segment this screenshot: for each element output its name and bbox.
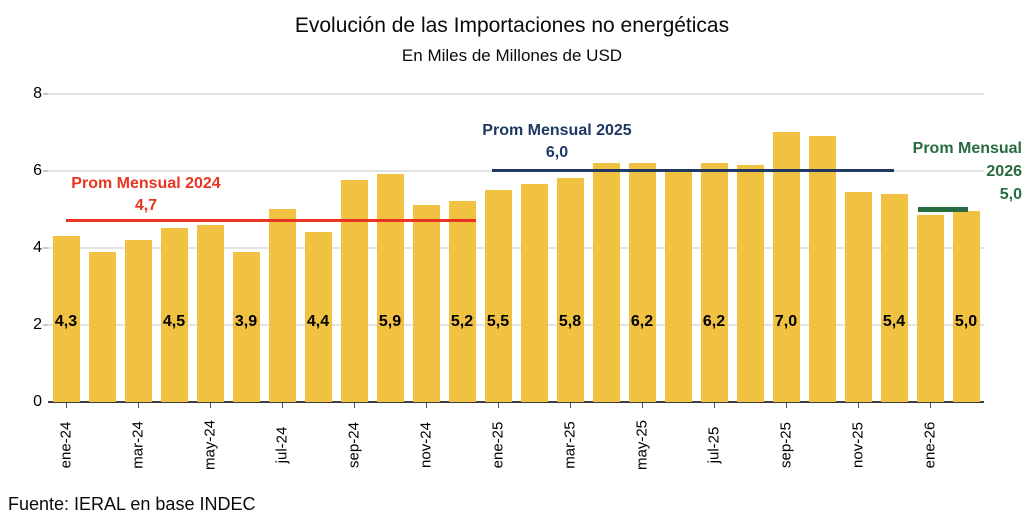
- y-tick-label-0: 0: [33, 393, 42, 410]
- x-tick-mar-24: [137, 403, 139, 408]
- y-tick-label-2: 2: [33, 315, 42, 333]
- bar-ago-24: [304, 232, 332, 402]
- bar-mar-25: [556, 178, 584, 402]
- avg-2024-annotation: Prom Mensual 2024 4,7: [46, 173, 246, 217]
- bar-feb-26: [952, 211, 980, 402]
- bar-mar-24: [124, 240, 152, 402]
- x-tick-label-jul-24: jul-24: [273, 426, 291, 464]
- x-tick-label-may-24: may-24: [201, 419, 219, 471]
- bar-abr-24: [160, 228, 188, 402]
- bar-jun-25: [664, 170, 692, 402]
- bar-value-label-feb-26: 5,0: [954, 313, 978, 330]
- bar-sep-24: [340, 180, 368, 402]
- bar-may-24: [196, 224, 224, 402]
- avg-2026-annotation: Prom Mensual 2026 5,0: [888, 137, 1022, 206]
- bar-value-label-ago-24: 4,4: [306, 313, 330, 330]
- chart-subtitle: En Miles de Millones de USD: [401, 46, 623, 65]
- bar-value-label-dic-24: 5,2: [450, 313, 474, 330]
- bar-ago-25: [736, 164, 764, 402]
- bar-jul-25: [700, 162, 728, 402]
- y-tick-label-4: 4: [33, 238, 42, 256]
- source-note: Fuente: IERAL en base INDEC: [8, 494, 256, 514]
- gridline-4: [48, 246, 984, 249]
- x-tick-sep-25: [785, 403, 787, 408]
- y-tick-label-6: 6: [33, 161, 42, 179]
- x-tick-mar-25: [569, 403, 571, 408]
- bar-nov-24: [412, 205, 440, 402]
- bar-feb-24: [88, 251, 116, 402]
- bar-jun-24: [232, 251, 260, 402]
- avg-2024-annotation-label: Prom Mensual 2024: [71, 175, 221, 192]
- x-tick-may-25: [641, 403, 643, 408]
- y-tick-2: [43, 323, 48, 326]
- x-tick-label-may-25: may-25: [633, 419, 651, 471]
- x-tick-label-sep-25: sep-25: [777, 422, 795, 468]
- x-tick-label-nov-25: nov-25: [849, 422, 867, 468]
- bar-sep-25: [772, 132, 800, 402]
- x-axis-line: [48, 401, 984, 403]
- bar-value-label-sep-25: 7,0: [774, 313, 798, 330]
- x-tick-ene-26: [929, 403, 931, 408]
- bar-value-label-jun-24: 3,9: [234, 313, 258, 330]
- x-tick-label-jul-25: jul-25: [705, 426, 723, 464]
- bar-dic-25: [880, 193, 908, 402]
- x-tick-label-nov-24: nov-24: [417, 422, 435, 468]
- y-tick-label-8: 8: [33, 84, 42, 102]
- x-tick-label-ene-24: ene-24: [57, 421, 75, 469]
- chart-title: Evolución de las Importaciones no energé…: [294, 14, 730, 37]
- avg-2025-annotation-label: Prom Mensual 2025: [482, 122, 632, 139]
- bar-value-label-abr-24: 4,5: [162, 313, 186, 330]
- bar-value-label-dic-25: 5,4: [882, 313, 906, 330]
- x-tick-jul-24: [281, 403, 283, 408]
- bar-value-label-ene-24: 4,3: [54, 313, 78, 330]
- x-tick-nov-25: [857, 403, 859, 408]
- avg-2025-annotation: Prom Mensual 2025 6,0: [457, 120, 657, 164]
- x-tick-label-ene-25: ene-25: [489, 421, 507, 469]
- bar-may-25: [628, 162, 656, 402]
- bar-feb-25: [520, 184, 548, 402]
- bar-oct-25: [808, 135, 836, 402]
- x-tick-jul-25: [713, 403, 715, 408]
- avg-2025-annotation-value: 6,0: [545, 144, 569, 161]
- bar-abr-25: [592, 162, 620, 402]
- avg-2025-line: [492, 169, 894, 173]
- y-tick-8: [43, 92, 48, 95]
- bar-oct-24: [376, 174, 404, 402]
- bar-value-label-mar-25: 5,8: [558, 313, 582, 330]
- avg-2024-line: [66, 219, 476, 223]
- y-tick-4: [43, 246, 48, 249]
- x-tick-label-sep-24: sep-24: [345, 422, 363, 468]
- bar-jul-24: [268, 209, 296, 402]
- bar-value-label-ene-25: 5,5: [486, 313, 510, 330]
- x-tick-label-mar-24: mar-24: [129, 421, 147, 469]
- x-tick-label-ene-26: ene-26: [921, 421, 939, 469]
- x-tick-ene-25: [497, 403, 499, 408]
- bar-value-label-oct-24: 5,9: [378, 313, 402, 330]
- gridline-2: [48, 323, 984, 326]
- avg-2026-annotation-label: Prom Mensual 2026: [912, 140, 1022, 180]
- bar-ene-24: [52, 236, 80, 402]
- x-tick-label-mar-25: mar-25: [561, 421, 579, 469]
- y-tick-6: [43, 169, 48, 172]
- bar-dic-24: [448, 201, 476, 402]
- bar-value-label-jul-25: 6,2: [702, 313, 726, 330]
- avg-2026-annotation-value: 5,0: [999, 186, 1022, 203]
- x-tick-may-24: [209, 403, 211, 408]
- x-tick-ene-24: [65, 403, 67, 408]
- bar-nov-25: [844, 191, 872, 402]
- gridline-8: [48, 92, 984, 95]
- bar-ene-25: [484, 189, 512, 402]
- bar-value-label-may-25: 6,2: [630, 313, 654, 330]
- avg-2026-line: [918, 206, 968, 212]
- x-tick-sep-24: [353, 403, 355, 408]
- avg-2024-annotation-value: 4,7: [134, 197, 158, 214]
- x-tick-nov-24: [425, 403, 427, 408]
- bar-ene-26: [916, 214, 944, 402]
